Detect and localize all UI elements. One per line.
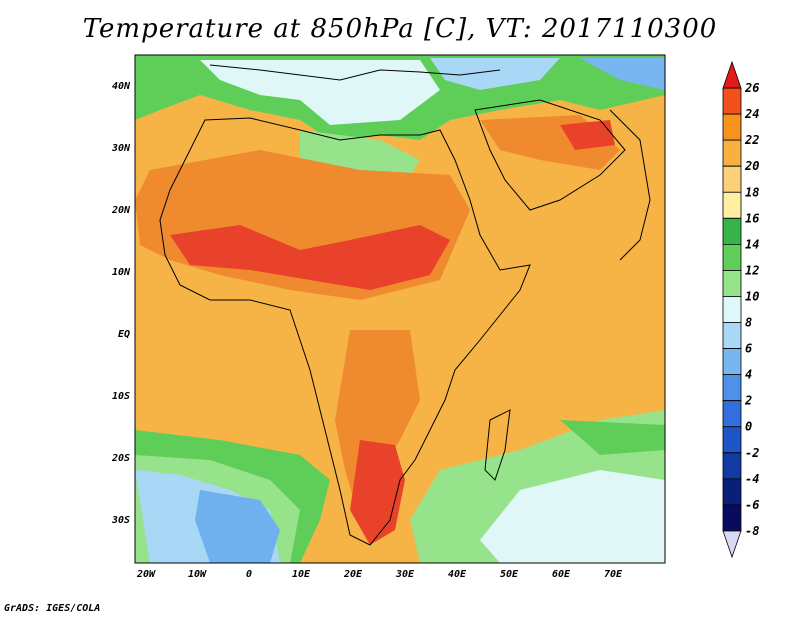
plot-frame [134, 54, 666, 564]
footer-credit: GrADS: IGES/COLA [4, 603, 101, 614]
europe-coastline [209, 64, 501, 81]
colorbar-tick-label: 20 [744, 159, 759, 173]
colorbar-tick-label: 2 [744, 394, 752, 408]
lon-label-30e: 30E [395, 569, 415, 580]
madagascar-coastline [484, 409, 511, 481]
lon-label-20e: 20E [343, 569, 363, 580]
colorbar-tick-label: 18 [745, 185, 759, 199]
colorbar-tick-label: 24 [744, 107, 759, 121]
lon-label-70e: 70E [604, 569, 623, 580]
colorbar-box [722, 322, 742, 349]
lat-label-30s: 30S [111, 515, 130, 526]
colorbar-tick-label: -2 [745, 446, 759, 460]
lon-label-60e: 60E [552, 569, 571, 580]
africa-coastline [159, 117, 531, 546]
colorbar-box [722, 270, 742, 297]
colorbar-tick-label: 4 [745, 368, 752, 382]
colorbar-box [722, 374, 742, 402]
mediterranean-pale [200, 60, 440, 125]
colorbar-tick-label: 0 [745, 420, 752, 434]
colorbar-box [722, 87, 742, 115]
colorbar-box [722, 113, 742, 141]
colorbar-box [722, 243, 742, 271]
lat-label-40n: 40N [112, 81, 131, 92]
colorbar-box [722, 426, 742, 454]
map-title: Temperature at 850hPa [C], VT: 201711030… [82, 14, 718, 44]
colorbar-tick-label: 26 [744, 81, 759, 95]
colorbar-tick-label: -8 [745, 524, 759, 538]
colorbar-tick-label: 22 [744, 133, 759, 147]
colorbar-box [722, 478, 742, 506]
colorbar-tick-label: -6 [745, 498, 759, 512]
lat-label-10s: 10S [112, 391, 130, 402]
colorbar-tick-label: -4 [745, 472, 759, 486]
lat-label-10n: 10N [112, 267, 131, 278]
colorbar-box [722, 504, 742, 532]
longitude-axis: 20W 10W 0 10E 20E 30E 40E 50E 60E 70E [136, 569, 623, 580]
lat-label-20n: 20N [111, 205, 131, 216]
colorbar-box [722, 139, 742, 167]
colorbar-box [722, 348, 742, 376]
lon-label-10e: 10E [292, 569, 311, 580]
colorbar-box [722, 191, 742, 219]
colorbar-box [722, 452, 742, 480]
lat-label-20s: 20S [111, 453, 130, 464]
latitude-axis: 40N 30N 20N 10N EQ 10S 20S 30S [111, 81, 131, 526]
india-coastline [609, 109, 651, 261]
lon-label-20w: 20W [136, 569, 156, 580]
colorbar-tick-label: 6 [745, 342, 752, 356]
colorbar-box [722, 296, 742, 323]
indian-ocean-pale [480, 470, 665, 563]
arabia-coastline [474, 99, 626, 211]
temperature-field [135, 55, 665, 563]
lon-label-10w: 10W [188, 569, 207, 580]
colorbar-tick-label: 8 [745, 316, 752, 330]
colorbar-box [722, 217, 742, 245]
colorbar-tick-label: 14 [745, 237, 759, 251]
colorbar-tick-label: 10 [745, 289, 759, 303]
colorbar-tick-label: 16 [745, 211, 759, 225]
south-atlantic-blue [195, 490, 280, 563]
south-africa-hot [350, 440, 405, 545]
north-blue-patch [430, 58, 560, 90]
lat-label-30n: 30N [111, 143, 131, 154]
colorbar-box [722, 165, 742, 193]
indian-ocean-green-band [560, 420, 665, 455]
coastlines [159, 64, 651, 546]
lat-label-eq: EQ [118, 329, 130, 340]
lon-label-40e: 40E [448, 569, 467, 580]
northeast-blue-patch [580, 58, 665, 90]
colorbar-box [722, 530, 742, 559]
arabia-hot [560, 120, 615, 150]
colorbar-box [722, 400, 742, 428]
lon-label-0: 0 [246, 569, 252, 580]
sahel-hot [170, 225, 450, 290]
colorbar-tick-label: 12 [745, 263, 759, 277]
lon-label-50e: 50E [500, 569, 519, 580]
colorbar-box [722, 60, 742, 89]
